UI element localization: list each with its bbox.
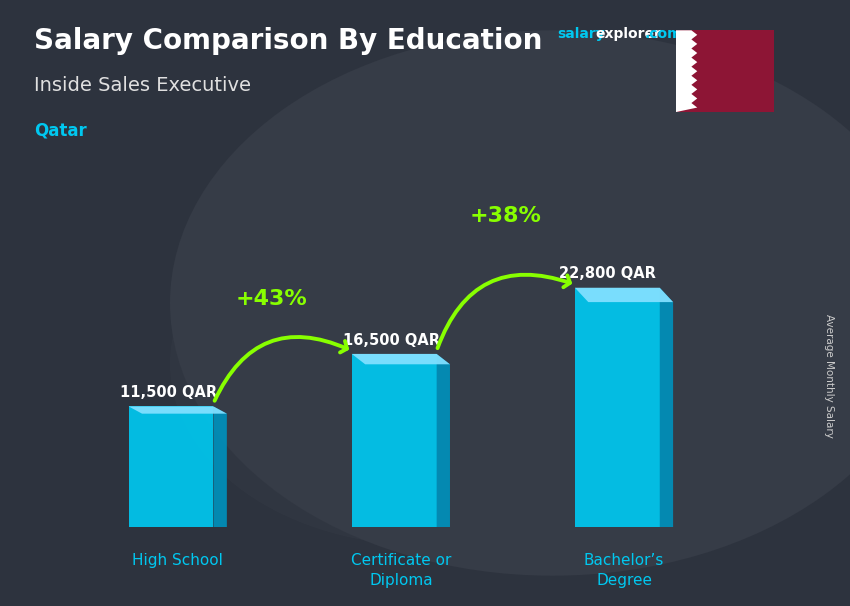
Polygon shape [128, 407, 227, 414]
Text: 16,500 QAR: 16,500 QAR [343, 333, 439, 348]
Text: Inside Sales Executive: Inside Sales Executive [34, 76, 251, 95]
Polygon shape [128, 407, 213, 527]
Text: Qatar: Qatar [34, 121, 87, 139]
Text: High School: High School [133, 553, 224, 568]
Text: Certificate or
Diploma: Certificate or Diploma [351, 553, 451, 588]
Circle shape [170, 182, 680, 545]
Text: +43%: +43% [235, 289, 308, 309]
Text: +38%: +38% [470, 206, 541, 226]
Polygon shape [575, 288, 673, 302]
Text: Salary Comparison By Education: Salary Comparison By Education [34, 27, 542, 55]
Polygon shape [352, 354, 450, 364]
Text: Bachelor’s
Degree: Bachelor’s Degree [584, 553, 664, 588]
Text: 22,800 QAR: 22,800 QAR [559, 267, 656, 281]
Text: Average Monthly Salary: Average Monthly Salary [824, 314, 834, 438]
Text: 11,500 QAR: 11,500 QAR [120, 385, 217, 400]
Polygon shape [660, 288, 673, 527]
Circle shape [170, 30, 850, 576]
Polygon shape [575, 288, 660, 527]
Text: .com: .com [644, 27, 682, 41]
Polygon shape [437, 354, 450, 527]
Polygon shape [352, 354, 437, 527]
Polygon shape [213, 407, 227, 527]
Text: salary: salary [557, 27, 604, 41]
Text: explorer: explorer [595, 27, 661, 41]
Polygon shape [676, 30, 697, 112]
